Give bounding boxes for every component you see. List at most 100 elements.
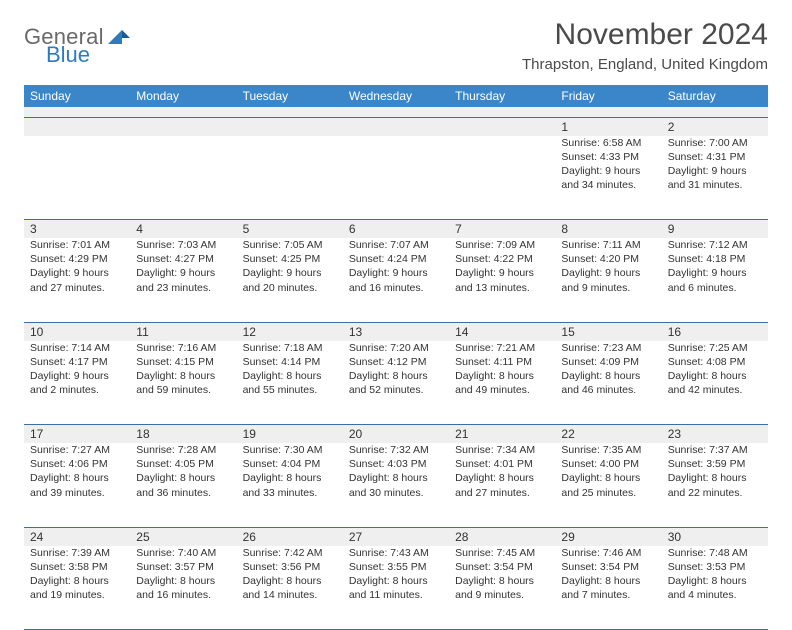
day-day2: and 9 minutes. [455,588,549,602]
day-info-cell: Sunrise: 7:27 AMSunset: 4:06 PMDaylight:… [24,443,130,527]
day-header: Sunday [24,85,130,107]
day-number-cell: 13 [343,322,449,341]
day-number-cell: 1 [555,117,661,136]
day-sunset: Sunset: 4:18 PM [668,252,762,266]
day-sunset: Sunset: 4:08 PM [668,355,762,369]
day-sunrise: Sunrise: 7:07 AM [349,238,443,252]
day-info: Sunrise: 7:00 AMSunset: 4:31 PMDaylight:… [668,136,762,193]
day-day1: Daylight: 8 hours [243,369,337,383]
day-day2: and 59 minutes. [136,383,230,397]
day-info-cell: Sunrise: 7:16 AMSunset: 4:15 PMDaylight:… [130,341,236,425]
day-day1: Daylight: 8 hours [349,471,443,485]
day-info: Sunrise: 7:01 AMSunset: 4:29 PMDaylight:… [30,238,124,295]
day-sunset: Sunset: 3:59 PM [668,457,762,471]
day-day2: and 23 minutes. [136,281,230,295]
day-info-cell: Sunrise: 7:46 AMSunset: 3:54 PMDaylight:… [555,546,661,630]
day-sunrise: Sunrise: 7:16 AM [136,341,230,355]
day-day2: and 36 minutes. [136,486,230,500]
day-number-cell [449,117,555,136]
day-header: Tuesday [237,85,343,107]
day-day1: Daylight: 9 hours [668,164,762,178]
day-info-cell [343,136,449,220]
day-sunrise: Sunrise: 7:43 AM [349,546,443,560]
day-day2: and 19 minutes. [30,588,124,602]
day-number: 10 [30,325,124,339]
day-sunrise: Sunrise: 7:25 AM [668,341,762,355]
day-number-cell [237,117,343,136]
day-info-cell: Sunrise: 7:20 AMSunset: 4:12 PMDaylight:… [343,341,449,425]
day-sunrise: Sunrise: 7:12 AM [668,238,762,252]
day-number: 12 [243,325,337,339]
day-number-cell: 11 [130,322,236,341]
day-info: Sunrise: 7:45 AMSunset: 3:54 PMDaylight:… [455,546,549,603]
day-info: Sunrise: 7:20 AMSunset: 4:12 PMDaylight:… [349,341,443,398]
day-day1: Daylight: 8 hours [136,369,230,383]
day-info-cell: Sunrise: 7:01 AMSunset: 4:29 PMDaylight:… [24,238,130,322]
location: Thrapston, England, United Kingdom [522,56,768,73]
day-day2: and 16 minutes. [349,281,443,295]
day-day2: and 11 minutes. [349,588,443,602]
day-number-cell: 29 [555,527,661,546]
day-info-cell [237,136,343,220]
day-number-cell: 24 [24,527,130,546]
day-sunset: Sunset: 4:04 PM [243,457,337,471]
day-sunset: Sunset: 4:12 PM [349,355,443,369]
day-sunrise: Sunrise: 7:30 AM [243,443,337,457]
logo-text-blue: Blue [46,42,90,68]
day-day1: Daylight: 9 hours [455,266,549,280]
day-day2: and 14 minutes. [243,588,337,602]
day-number: 18 [136,427,230,441]
day-number: 30 [668,530,762,544]
day-sunrise: Sunrise: 7:40 AM [136,546,230,560]
day-number: 24 [30,530,124,544]
calendar-header-row: SundayMondayTuesdayWednesdayThursdayFrid… [24,85,768,107]
day-header: Thursday [449,85,555,107]
day-sunset: Sunset: 4:17 PM [30,355,124,369]
day-number: 26 [243,530,337,544]
day-info-cell: Sunrise: 7:00 AMSunset: 4:31 PMDaylight:… [662,136,768,220]
day-number-cell: 8 [555,220,661,239]
day-sunset: Sunset: 4:15 PM [136,355,230,369]
day-day2: and 9 minutes. [561,281,655,295]
day-sunrise: Sunrise: 6:58 AM [561,136,655,150]
day-day1: Daylight: 8 hours [136,574,230,588]
day-number: 8 [561,222,655,236]
day-number-cell [130,117,236,136]
day-number: 14 [455,325,549,339]
day-day1: Daylight: 8 hours [349,574,443,588]
day-number: 13 [349,325,443,339]
day-info-cell: Sunrise: 7:21 AMSunset: 4:11 PMDaylight:… [449,341,555,425]
day-sunrise: Sunrise: 7:03 AM [136,238,230,252]
day-info: Sunrise: 7:11 AMSunset: 4:20 PMDaylight:… [561,238,655,295]
day-sunrise: Sunrise: 7:34 AM [455,443,549,457]
day-day1: Daylight: 9 hours [30,369,124,383]
day-info-cell: Sunrise: 7:03 AMSunset: 4:27 PMDaylight:… [130,238,236,322]
day-info-cell: Sunrise: 7:23 AMSunset: 4:09 PMDaylight:… [555,341,661,425]
day-day2: and 46 minutes. [561,383,655,397]
day-info-cell: Sunrise: 7:34 AMSunset: 4:01 PMDaylight:… [449,443,555,527]
day-header: Wednesday [343,85,449,107]
day-number: 7 [455,222,549,236]
day-number: 4 [136,222,230,236]
day-info: Sunrise: 7:35 AMSunset: 4:00 PMDaylight:… [561,443,655,500]
day-number-cell: 19 [237,425,343,444]
day-number-cell: 6 [343,220,449,239]
day-day2: and 2 minutes. [30,383,124,397]
day-number: 27 [349,530,443,544]
day-sunrise: Sunrise: 7:21 AM [455,341,549,355]
spacer-cell [237,107,343,117]
day-day1: Daylight: 8 hours [30,471,124,485]
day-info: Sunrise: 7:07 AMSunset: 4:24 PMDaylight:… [349,238,443,295]
day-sunset: Sunset: 4:06 PM [30,457,124,471]
day-info: Sunrise: 7:30 AMSunset: 4:04 PMDaylight:… [243,443,337,500]
day-number-cell: 7 [449,220,555,239]
day-sunrise: Sunrise: 7:09 AM [455,238,549,252]
day-sunrise: Sunrise: 7:39 AM [30,546,124,560]
day-sunrise: Sunrise: 7:28 AM [136,443,230,457]
day-number-cell: 3 [24,220,130,239]
day-sunset: Sunset: 4:11 PM [455,355,549,369]
day-sunrise: Sunrise: 7:23 AM [561,341,655,355]
day-number-cell: 22 [555,425,661,444]
day-day1: Daylight: 9 hours [668,266,762,280]
spacer-cell [555,107,661,117]
